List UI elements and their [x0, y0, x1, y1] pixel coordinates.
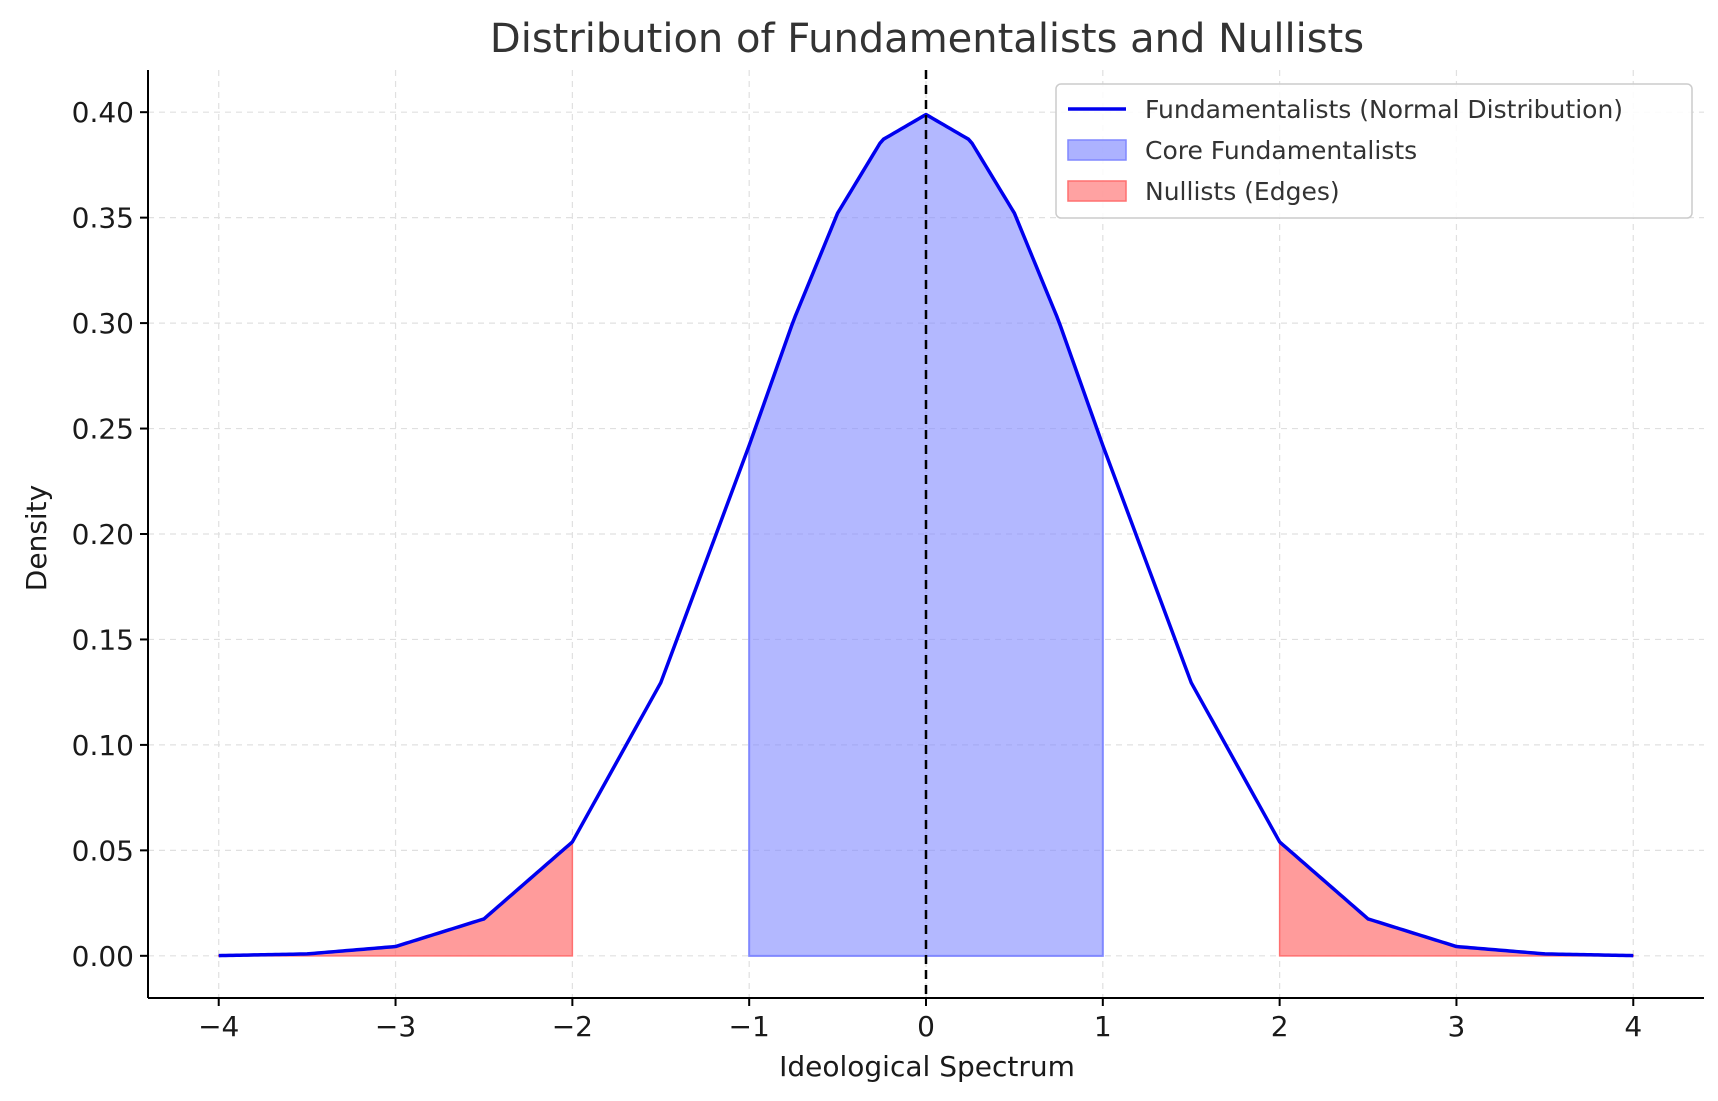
- x-tick-label: −3: [375, 1010, 416, 1043]
- y-tick-label: 0.25: [72, 413, 134, 446]
- legend: Fundamentalists (Normal Distribution) Cor…: [1055, 83, 1693, 219]
- chart-title: Distribution of Fundamentalists and Null…: [490, 16, 1364, 62]
- fundamentalists-curve: [218, 112, 1634, 958]
- y-tick-label: 0.30: [72, 307, 134, 340]
- x-tick-label: 4: [1624, 1010, 1642, 1043]
- x-tick-label: 3: [1448, 1010, 1466, 1043]
- y-tick-label: 0.00: [72, 940, 134, 973]
- legend-label: Nullists (Edges): [1145, 177, 1340, 206]
- y-tick-label: 0.35: [72, 202, 134, 235]
- series-lines: [218, 70, 1634, 998]
- x-axis-label: Ideological Spectrum: [779, 1050, 1075, 1083]
- y-axis-label: Density: [20, 485, 53, 591]
- x-tick-label: 0: [917, 1010, 935, 1043]
- y-tick-label: 0.10: [72, 729, 134, 762]
- axes: −4 −3 −2 −1 0 1 2 3 4 0.00 0.05 0.10 0.15 0.20 0.25 0.3…: [72, 70, 1704, 1043]
- legend-label: Fundamentalists (Normal Distribution): [1145, 95, 1623, 124]
- x-tick-label: 2: [1271, 1010, 1289, 1043]
- x-tick-label: −2: [552, 1010, 593, 1043]
- legend-area-swatch: [1067, 180, 1127, 202]
- x-tick-label: −1: [729, 1010, 770, 1043]
- y-tick-label: 0.05: [72, 834, 134, 867]
- y-tick-label: 0.15: [72, 623, 134, 656]
- x-tick-label: −4: [198, 1010, 239, 1043]
- y-tick-label: 0.20: [72, 518, 134, 551]
- y-tick-label: 0.40: [72, 96, 134, 129]
- legend-box: [1055, 83, 1693, 219]
- legend-area-swatch: [1067, 139, 1127, 161]
- x-tick-label: 1: [1094, 1010, 1112, 1043]
- legend-label: Core Fundamentalists: [1145, 136, 1417, 165]
